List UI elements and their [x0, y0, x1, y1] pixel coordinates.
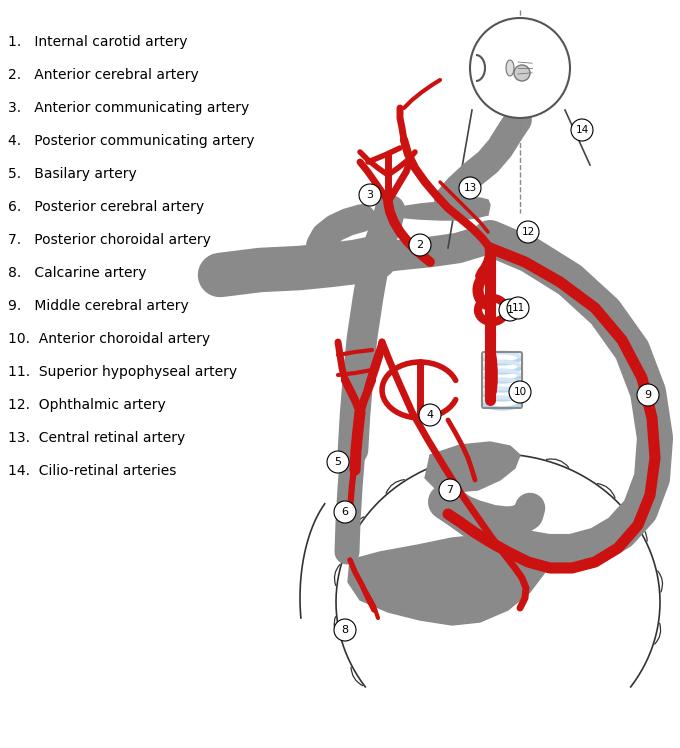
Text: 7: 7 — [447, 485, 454, 495]
Text: 9.   Middle cerebral artery: 9. Middle cerebral artery — [8, 299, 189, 313]
Circle shape — [517, 221, 539, 243]
Circle shape — [507, 297, 529, 319]
Text: 8.   Calcarine artery: 8. Calcarine artery — [8, 266, 146, 280]
Text: 1.   Internal carotid artery: 1. Internal carotid artery — [8, 35, 188, 49]
Circle shape — [514, 65, 530, 81]
Circle shape — [327, 451, 349, 473]
Text: 5.   Basilary artery: 5. Basilary artery — [8, 167, 137, 181]
Text: 2: 2 — [416, 240, 424, 250]
Text: 3: 3 — [367, 190, 373, 200]
Text: 4.   Posterior communicating artery: 4. Posterior communicating artery — [8, 134, 254, 148]
Circle shape — [509, 381, 531, 403]
Circle shape — [470, 18, 570, 118]
Circle shape — [637, 384, 659, 406]
Text: 6.   Posterior cerebral artery: 6. Posterior cerebral artery — [8, 200, 204, 214]
Circle shape — [439, 479, 461, 501]
Text: 9: 9 — [645, 390, 651, 400]
Polygon shape — [425, 442, 520, 492]
Circle shape — [419, 404, 441, 426]
Text: 12: 12 — [522, 227, 534, 237]
Text: 2.   Anterior cerebral artery: 2. Anterior cerebral artery — [8, 68, 199, 82]
Polygon shape — [348, 532, 548, 625]
Text: 3.   Anterior communicating artery: 3. Anterior communicating artery — [8, 101, 250, 115]
Circle shape — [359, 184, 381, 206]
Circle shape — [499, 299, 521, 321]
Text: 11.  Superior hypophyseal artery: 11. Superior hypophyseal artery — [8, 365, 237, 379]
Circle shape — [459, 177, 481, 199]
Text: 6: 6 — [341, 507, 348, 517]
Text: 10: 10 — [513, 387, 526, 397]
Circle shape — [409, 234, 431, 256]
Text: 1: 1 — [507, 305, 513, 315]
Text: 13.  Central retinal artery: 13. Central retinal artery — [8, 431, 185, 445]
Text: 5: 5 — [335, 457, 341, 467]
Polygon shape — [362, 198, 490, 222]
Ellipse shape — [506, 60, 514, 76]
Text: 12.  Ophthalmic artery: 12. Ophthalmic artery — [8, 398, 166, 412]
Circle shape — [334, 619, 356, 641]
Text: 8: 8 — [341, 625, 349, 635]
Text: 14.  Cilio-retinal arteries: 14. Cilio-retinal arteries — [8, 464, 176, 478]
Text: 11: 11 — [511, 303, 525, 313]
Text: 14: 14 — [575, 125, 589, 135]
Circle shape — [571, 119, 593, 141]
Circle shape — [334, 501, 356, 523]
Text: 10.  Anterior choroidal artery: 10. Anterior choroidal artery — [8, 332, 210, 346]
Text: 4: 4 — [426, 410, 434, 420]
Text: 7.   Posterior choroidal artery: 7. Posterior choroidal artery — [8, 233, 211, 247]
Text: 13: 13 — [463, 183, 477, 193]
